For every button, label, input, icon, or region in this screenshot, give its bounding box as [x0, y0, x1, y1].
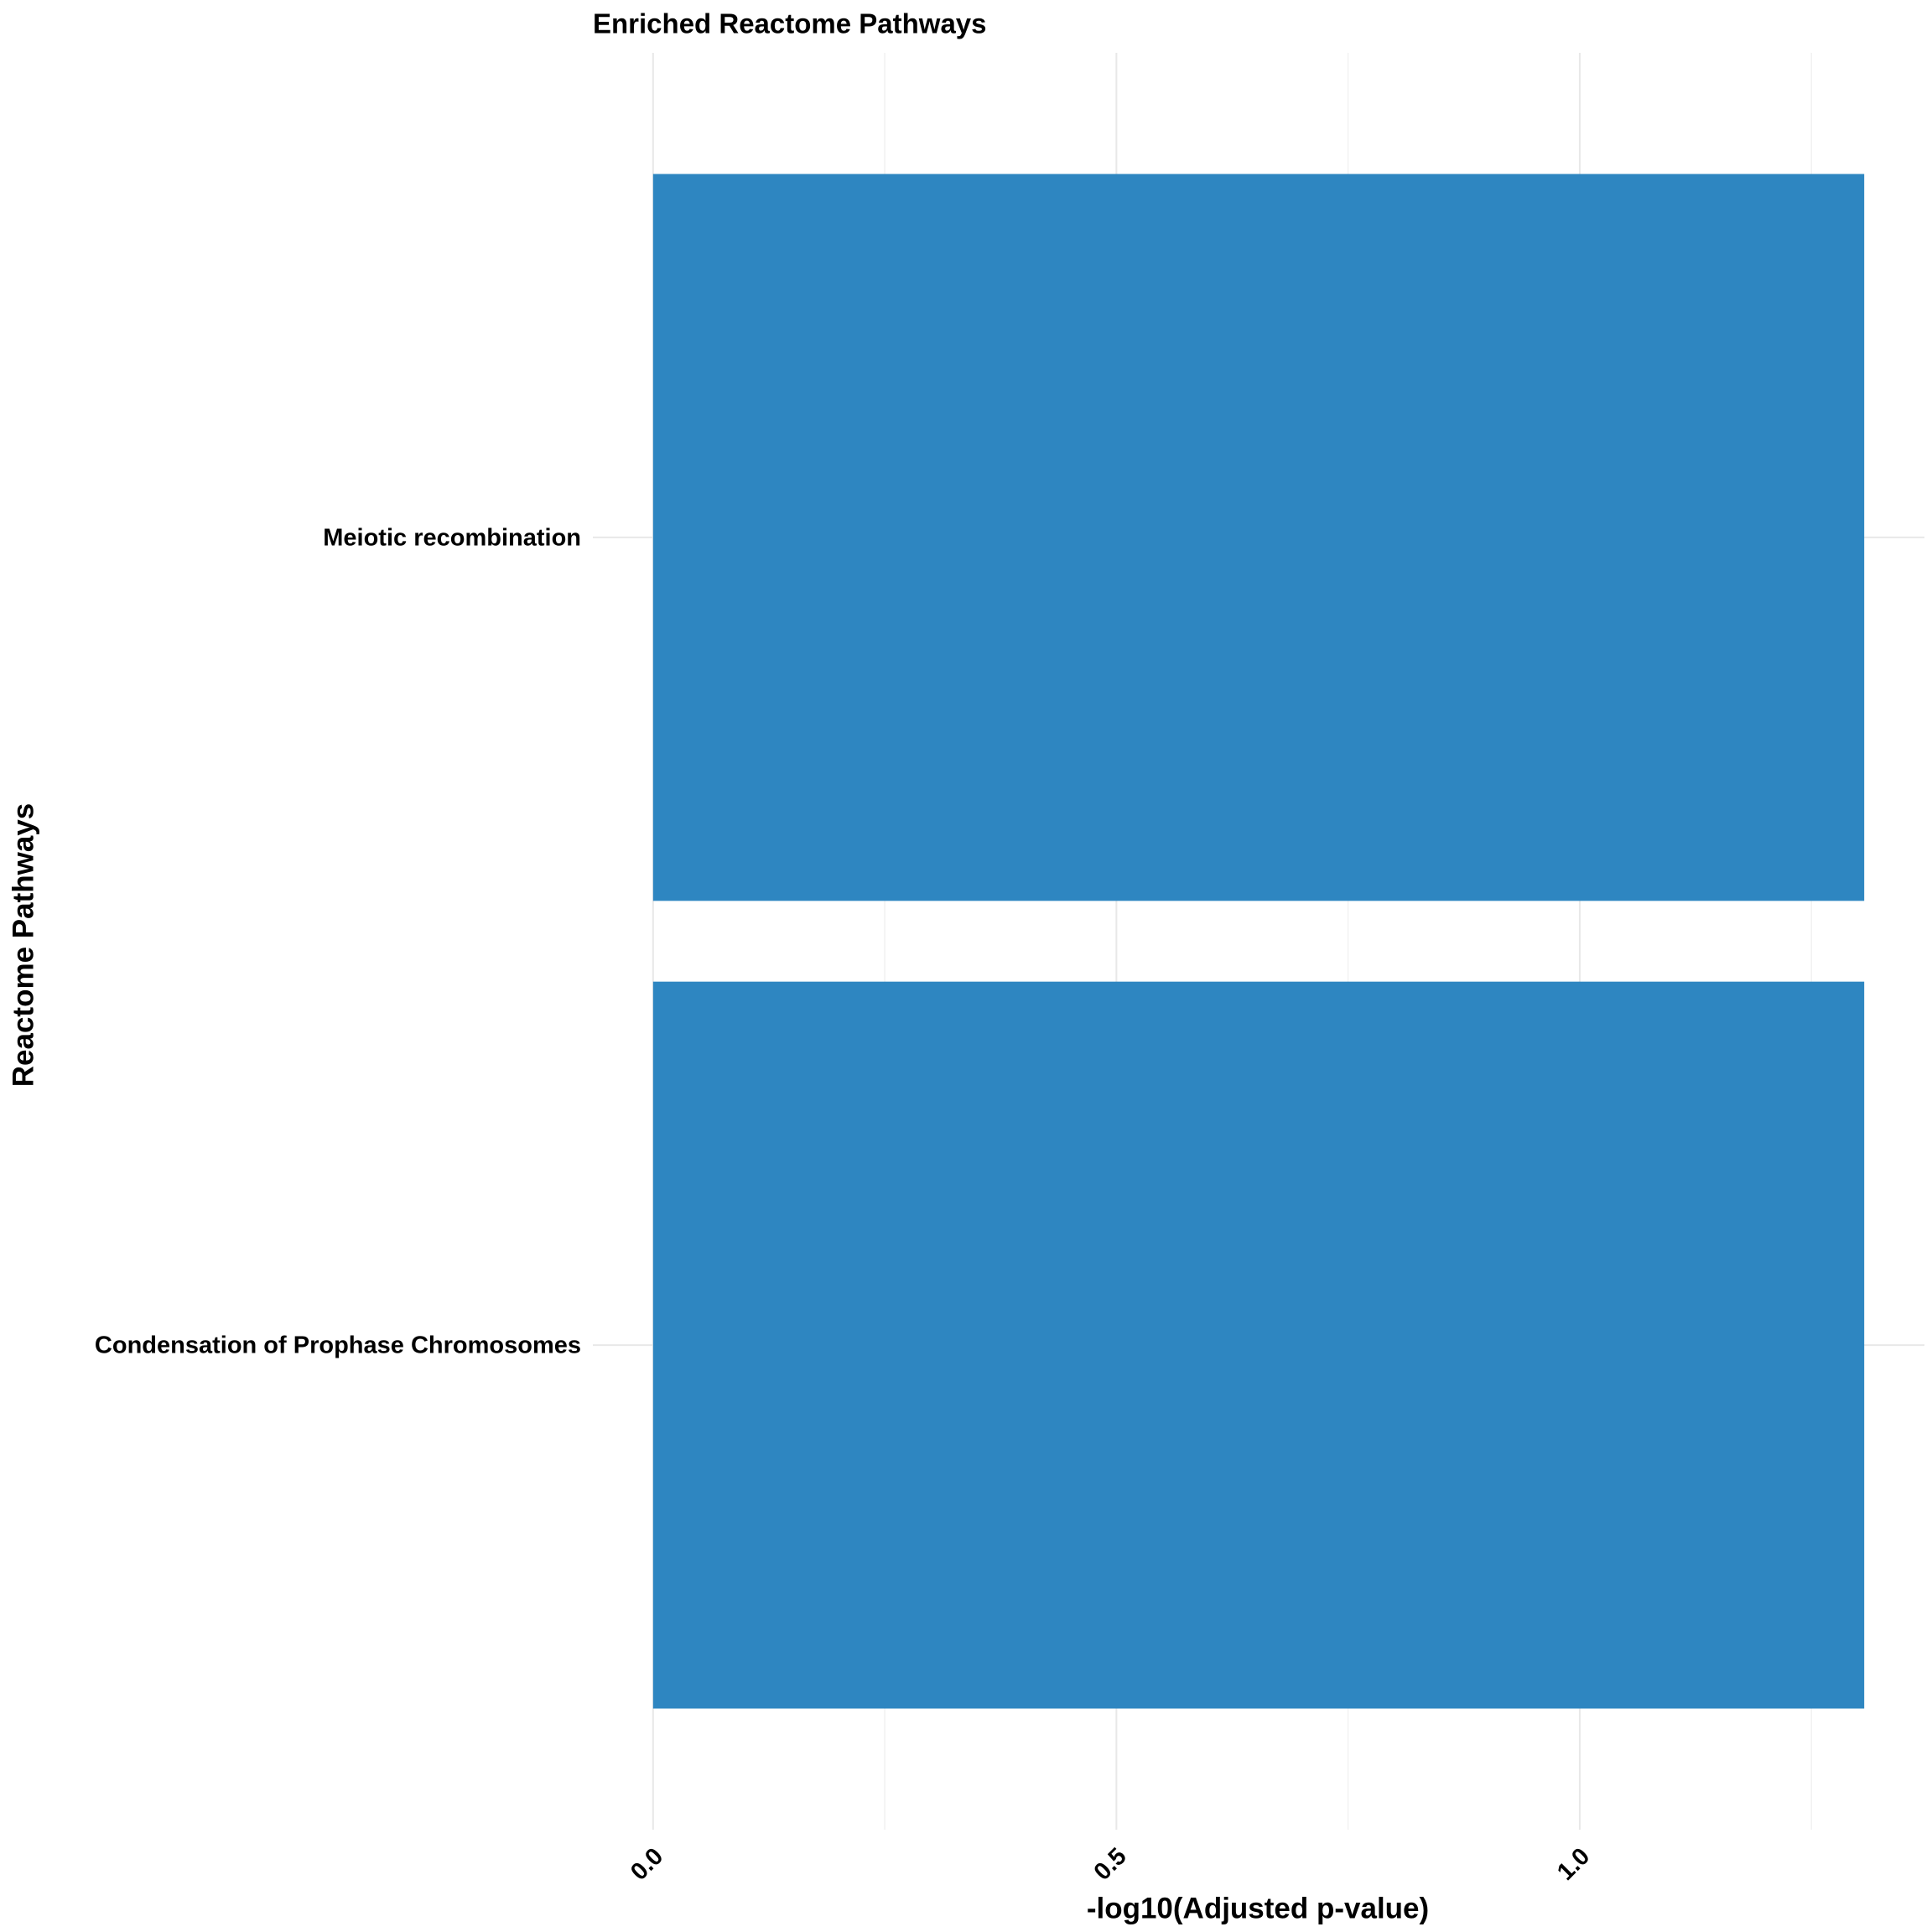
y-axis-title: Reactome Pathways	[7, 803, 39, 1087]
x-tick-label: 0.0	[626, 1843, 668, 1886]
x-tick-label: 1.0	[1552, 1843, 1595, 1886]
bar	[652, 174, 1865, 901]
chart-title: Enriched Reactome Pathways	[593, 8, 987, 39]
bar	[652, 981, 1865, 1709]
y-tick-label: Condensation of Prophase Chromosomes	[95, 1332, 581, 1359]
y-tick-label: Meiotic recombination	[323, 525, 581, 552]
x-tick-label: 0.5	[1089, 1843, 1132, 1886]
x-axis-title: -log10(Adjusted p-value)	[1087, 1892, 1429, 1924]
